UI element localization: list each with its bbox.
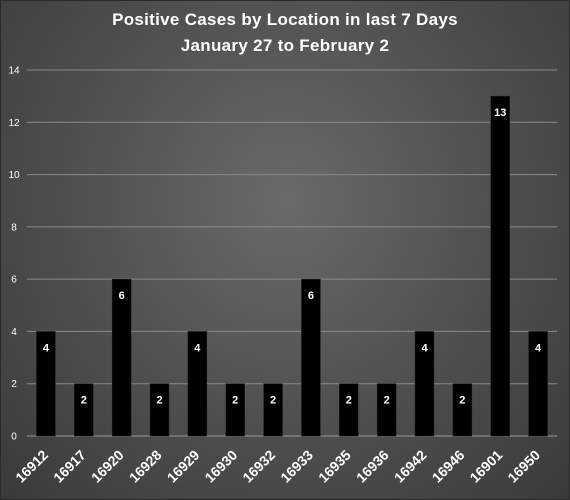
chart-title: Positive Cases by Location in last 7 Day… [112,10,458,29]
data-label: 4 [421,342,428,354]
x-tick-label: 16950 [504,447,543,486]
bar-16950 [528,331,548,437]
data-label: 4 [194,342,201,354]
bar-16920 [111,278,132,437]
x-axis: 16912 16917 16920 16928 16929 16930 16932 16933… [12,447,543,486]
bar-16929 [187,331,208,437]
x-tick-label: 16936 [353,447,392,486]
bar-16933 [301,278,321,437]
data-label: 2 [156,395,162,407]
y-tick-label: 8 [11,222,17,233]
data-label: 4 [43,342,50,354]
y-tick-label: 12 [8,118,20,129]
bars [36,95,548,437]
data-label: 2 [232,395,238,407]
x-tick-label: 16942 [391,447,430,486]
x-tick-label: 16912 [12,447,51,486]
bar-16936 [376,383,397,437]
bar-16946 [452,383,473,437]
x-tick-label: 16928 [126,447,165,486]
y-tick-label: 0 [11,432,17,443]
bar-16912 [36,331,56,437]
data-label: 2 [346,395,352,407]
data-label: 2 [459,395,465,407]
data-label: 2 [81,395,87,407]
data-label: 6 [119,290,125,302]
y-tick-label: 4 [11,327,17,338]
bar-16901 [490,95,510,437]
data-label: 6 [308,290,314,302]
x-tick-label: 16930 [201,447,240,486]
bar-16932 [263,383,283,437]
bar-16928 [149,383,170,437]
data-label: 2 [270,395,276,407]
data-labels: 4 2 6 2 4 2 2 6 2 2 4 2 13 4 [43,107,542,407]
bar-16935 [339,383,359,437]
x-tick-label: 16946 [429,447,468,486]
chart-subtitle: January 27 to February 2 [180,36,390,55]
gridlines [27,69,557,437]
bar-16917 [74,383,94,437]
data-label: 13 [494,107,506,119]
x-tick-label: 16929 [164,447,203,486]
x-tick-label: 16920 [88,447,127,486]
x-tick-label: 16933 [277,447,316,486]
y-tick-label: 6 [11,275,17,286]
x-tick-label: 16935 [315,447,354,486]
x-tick-label: 16932 [239,447,278,486]
data-label: 4 [535,342,542,354]
x-tick-label: 16901 [466,447,505,486]
y-tick-label: 14 [8,66,20,77]
y-tick-label: 10 [8,170,20,181]
y-axis: 0 2 4 6 8 10 12 14 [8,66,20,443]
data-label: 2 [384,395,390,407]
x-tick-label: 16917 [50,447,89,486]
bar-16930 [225,383,245,437]
y-tick-label: 2 [11,379,17,390]
bar-16942 [414,331,435,437]
